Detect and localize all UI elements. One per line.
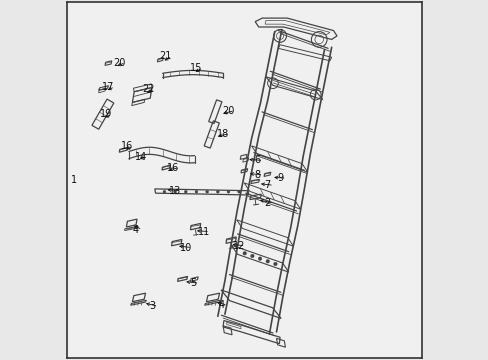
Circle shape xyxy=(205,190,208,193)
Text: 18: 18 xyxy=(217,129,229,139)
Text: 14: 14 xyxy=(135,152,147,162)
Circle shape xyxy=(216,190,219,193)
Text: 1: 1 xyxy=(71,175,77,185)
Text: 17: 17 xyxy=(102,82,115,92)
Text: 15: 15 xyxy=(190,63,202,73)
Text: 13: 13 xyxy=(169,186,181,196)
Circle shape xyxy=(195,190,198,193)
Text: 19: 19 xyxy=(100,109,112,119)
Text: 4: 4 xyxy=(133,225,139,235)
Text: 8: 8 xyxy=(253,170,260,180)
Circle shape xyxy=(258,257,261,260)
Text: 6: 6 xyxy=(253,156,260,166)
Text: 4: 4 xyxy=(218,300,224,310)
Circle shape xyxy=(226,190,229,193)
Circle shape xyxy=(273,262,277,266)
Circle shape xyxy=(173,190,176,193)
Text: 20: 20 xyxy=(222,105,234,116)
Text: 5: 5 xyxy=(189,278,196,288)
Circle shape xyxy=(250,254,254,258)
Text: 11: 11 xyxy=(197,226,209,237)
Text: 9: 9 xyxy=(277,173,283,183)
Text: 16: 16 xyxy=(121,141,133,151)
Circle shape xyxy=(237,190,240,193)
Text: 2: 2 xyxy=(264,198,270,208)
Text: 16: 16 xyxy=(167,163,179,172)
Circle shape xyxy=(243,252,246,255)
Text: 10: 10 xyxy=(179,243,191,253)
Circle shape xyxy=(265,260,269,263)
Text: 7: 7 xyxy=(264,180,270,190)
Text: 22: 22 xyxy=(142,84,154,94)
Text: 21: 21 xyxy=(159,51,171,61)
Text: 20: 20 xyxy=(113,58,125,68)
Circle shape xyxy=(163,190,165,193)
Text: 12: 12 xyxy=(232,241,245,251)
Circle shape xyxy=(184,190,187,193)
Text: 3: 3 xyxy=(149,301,155,311)
